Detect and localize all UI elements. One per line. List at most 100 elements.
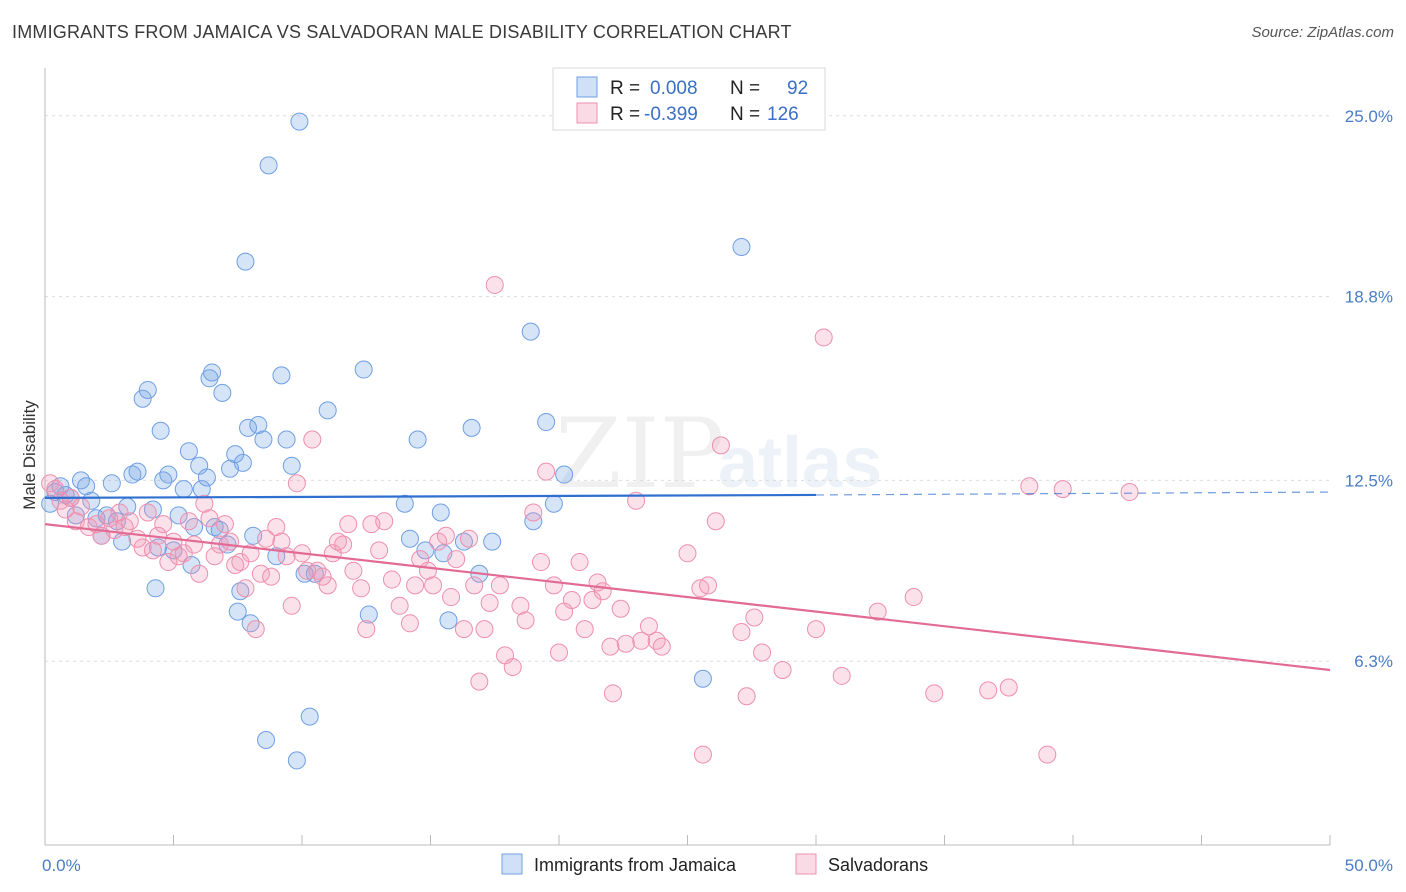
y-tick-labels: 6.3% 12.5% 18.8% 25.0% <box>1345 107 1393 671</box>
point-jamaica-16 <box>123 465 142 484</box>
point-salvadoran-56 <box>339 515 358 534</box>
point-jamaica-73 <box>454 532 473 551</box>
point-salvadoran-113 <box>732 623 751 642</box>
point-jamaica-5 <box>66 506 85 525</box>
legend-r-jamaica: 0.008 <box>650 78 698 99</box>
point-salvadoran-98 <box>601 637 620 656</box>
point-jamaica-63 <box>318 401 337 420</box>
point-jamaica-46 <box>236 252 255 271</box>
point-salvadoran-115 <box>745 608 764 627</box>
watermark-zip: ZIP <box>555 398 724 510</box>
point-jamaica-68 <box>408 430 427 449</box>
point-salvadoran-3 <box>56 500 75 519</box>
point-jamaica-34 <box>197 468 216 487</box>
point-salvadoran-76 <box>465 576 484 595</box>
legend-swatch-jamaica <box>576 76 598 98</box>
point-salvadoran-13 <box>115 518 134 537</box>
point-salvadoran-51 <box>313 567 332 586</box>
point-salvadoran-111 <box>706 512 725 531</box>
legend: R = 0.008 N = 92 R = -0.399 N = 126 <box>552 67 826 131</box>
x-tick-labels: 0.0% 50.0% <box>42 856 1393 875</box>
point-jamaica-8 <box>82 491 101 510</box>
point-salvadoran-10 <box>100 509 119 528</box>
point-salvadoran-42 <box>267 518 286 537</box>
point-salvadoran-49 <box>303 430 322 449</box>
point-jamaica-39 <box>213 383 232 402</box>
point-salvadoran-104 <box>639 617 658 636</box>
point-salvadoran-21 <box>159 553 178 572</box>
point-jamaica-82 <box>693 669 712 688</box>
y-tick-label-2: 18.8% <box>1345 288 1393 307</box>
point-salvadoran-125 <box>999 678 1018 697</box>
point-jamaica-64 <box>354 360 373 379</box>
point-jamaica-83 <box>732 238 751 257</box>
point-salvadoran-18 <box>143 541 162 560</box>
point-jamaica-51 <box>254 430 273 449</box>
point-salvadoran-63 <box>382 570 401 589</box>
grid-lines <box>45 115 1330 662</box>
point-salvadoran-34 <box>226 555 245 574</box>
point-jamaica-58 <box>287 751 306 770</box>
point-jamaica-43 <box>228 602 247 621</box>
point-salvadoran-38 <box>246 620 265 639</box>
point-jamaica-38 <box>210 520 229 539</box>
point-salvadoran-126 <box>1020 477 1039 496</box>
point-salvadoran-52 <box>318 576 337 595</box>
point-salvadoran-129 <box>1120 483 1139 502</box>
point-salvadoran-57 <box>344 561 363 580</box>
bottom-legend-label-salvadoran: Salvadorans <box>828 855 928 875</box>
point-salvadoran-74 <box>454 620 473 639</box>
point-salvadoran-81 <box>490 576 509 595</box>
point-salvadoran-97 <box>593 582 612 601</box>
point-jamaica-74 <box>462 418 481 437</box>
point-salvadoran-92 <box>562 590 581 609</box>
point-jamaica-2 <box>51 477 70 496</box>
point-jamaica-70 <box>431 503 450 522</box>
point-salvadoran-69 <box>424 576 443 595</box>
point-salvadoran-119 <box>814 328 833 347</box>
y-tick-label-1: 12.5% <box>1345 471 1393 490</box>
point-jamaica-47 <box>239 418 258 437</box>
bottom-legend-swatch-jamaica <box>501 853 523 875</box>
point-jamaica-79 <box>537 413 556 432</box>
point-salvadoran-105 <box>647 631 666 650</box>
point-jamaica-23 <box>151 421 170 440</box>
point-salvadoran-77 <box>470 672 489 691</box>
point-jamaica-45 <box>233 453 252 472</box>
point-salvadoran-33 <box>221 532 240 551</box>
point-salvadoran-55 <box>334 535 353 554</box>
point-salvadoran-121 <box>868 602 887 621</box>
point-salvadoran-26 <box>185 535 204 554</box>
y-tick-label-3: 25.0% <box>1345 107 1393 126</box>
point-jamaica-19 <box>138 380 157 399</box>
point-jamaica-37 <box>205 518 224 537</box>
source-label: Source: ZipAtlas.com <box>1251 24 1394 41</box>
y-tick-label-0: 6.3% <box>1354 652 1393 671</box>
point-jamaica-27 <box>169 506 188 525</box>
point-jamaica-55 <box>272 366 291 385</box>
legend-n-jamaica: 92 <box>787 78 808 99</box>
point-salvadoran-85 <box>516 611 535 630</box>
point-salvadoran-114 <box>737 687 756 706</box>
point-jamaica-72 <box>439 611 458 630</box>
point-salvadoran-71 <box>436 526 455 545</box>
point-salvadoran-124 <box>979 681 998 700</box>
point-jamaica-61 <box>300 707 319 726</box>
point-salvadoran-6 <box>71 497 90 516</box>
point-salvadoran-72 <box>442 588 461 607</box>
point-salvadoran-117 <box>773 660 792 679</box>
point-salvadoran-62 <box>375 512 394 531</box>
point-jamaica-0 <box>41 494 60 513</box>
trend-line-salvadoran <box>44 523 1331 672</box>
point-salvadoran-29 <box>200 509 219 528</box>
bottom-legend: Immigrants from Jamaica Salvadorans <box>501 853 928 875</box>
legend-n-label-salvadoran: N = <box>730 104 760 125</box>
point-salvadoran-118 <box>807 620 825 639</box>
point-salvadoran-84 <box>511 596 530 615</box>
point-salvadoran-88 <box>537 462 556 481</box>
point-salvadoran-48 <box>298 561 317 580</box>
point-salvadoran-100 <box>611 599 630 618</box>
point-jamaica-57 <box>282 456 301 475</box>
point-salvadoran-36 <box>236 579 255 598</box>
point-salvadoran-65 <box>400 614 419 633</box>
